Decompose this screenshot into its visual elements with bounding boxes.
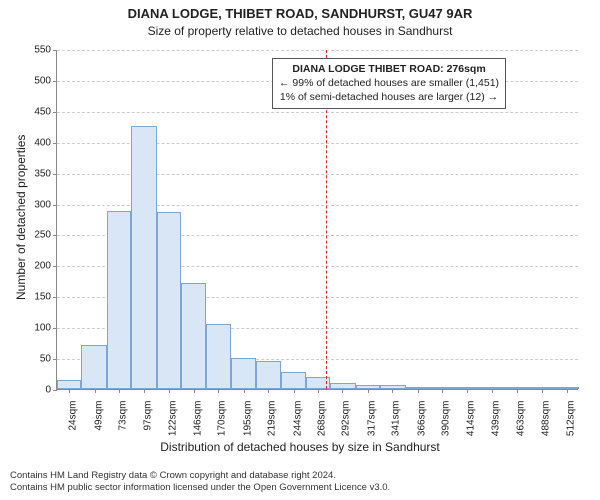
xtick-mark [368,389,369,393]
footer: Contains HM Land Registry data © Crown c… [10,470,590,494]
xtick-label: 268sqm [317,401,328,437]
footer-line1: Contains HM Land Registry data © Crown c… [10,470,590,482]
xtick-mark [144,389,145,393]
ytick-mark [53,266,57,267]
ytick-mark [53,205,57,206]
ytick-label: 250 [34,230,51,241]
ytick-mark [53,81,57,82]
histogram-bar [206,324,231,389]
xtick-mark [119,389,120,393]
ytick-mark [53,112,57,113]
ytick-mark [53,235,57,236]
xtick-label: 488sqm [541,401,552,437]
ytick-mark [53,359,57,360]
histogram-bar [181,283,205,389]
ytick-label: 300 [34,199,51,210]
ytick-mark [53,50,57,51]
grid-line [57,50,578,51]
xtick-mark [95,389,96,393]
xtick-mark [467,389,468,393]
ytick-label: 150 [34,292,51,303]
xtick-mark [392,389,393,393]
ytick-label: 450 [34,106,51,117]
chart-container: DIANA LODGE, THIBET ROAD, SANDHURST, GU4… [0,0,600,500]
xtick-mark [492,389,493,393]
xtick-mark [244,389,245,393]
xtick-mark [218,389,219,393]
xtick-mark [69,389,70,393]
xtick-mark [542,389,543,393]
xtick-label: 195sqm [242,401,253,437]
ytick-label: 350 [34,168,51,179]
ytick-mark [53,174,57,175]
annotation-line1: DIANA LODGE THIBET ROAD: 276sqm [279,62,499,76]
chart-title-main: DIANA LODGE, THIBET ROAD, SANDHURST, GU4… [0,6,600,21]
ytick-label: 550 [34,45,51,56]
ytick-label: 400 [34,137,51,148]
xtick-mark [294,389,295,393]
xtick-label: 122sqm [168,401,179,437]
ytick-mark [53,390,57,391]
histogram-bar [157,212,181,389]
xtick-label: 414sqm [465,401,476,437]
grid-line [57,112,578,113]
xtick-label: 512sqm [565,401,576,437]
xtick-mark [342,389,343,393]
annotation-box: DIANA LODGE THIBET ROAD: 276sqm ← 99% of… [272,58,506,109]
xtick-label: 146sqm [192,401,203,437]
xtick-mark [442,389,443,393]
xtick-mark [318,389,319,393]
xtick-mark [268,389,269,393]
ytick-mark [53,143,57,144]
histogram-bar [57,380,81,389]
xtick-label: 244sqm [292,401,303,437]
xtick-label: 49sqm [93,401,104,431]
ytick-label: 500 [34,75,51,86]
xtick-label: 317sqm [366,401,377,437]
ytick-label: 100 [34,323,51,334]
footer-line2: Contains HM public sector information li… [10,482,590,494]
xtick-label: 463sqm [515,401,526,437]
xtick-label: 24sqm [68,401,79,431]
xtick-label: 73sqm [118,401,129,431]
xtick-label: 170sqm [217,401,228,437]
xtick-label: 341sqm [391,401,402,437]
xtick-mark [567,389,568,393]
xtick-label: 219sqm [267,401,278,437]
annotation-line2: ← 99% of detached houses are smaller (1,… [279,76,499,90]
ytick-mark [53,328,57,329]
annotation-line3: 1% of semi-detached houses are larger (1… [279,90,499,104]
histogram-bar [256,361,281,389]
histogram-bar [107,211,131,389]
ytick-mark [53,297,57,298]
histogram-bar [231,358,255,389]
histogram-bar [81,345,106,390]
histogram-bar [281,372,305,389]
xtick-mark [194,389,195,393]
ytick-label: 200 [34,261,51,272]
xtick-label: 439sqm [491,401,502,437]
x-axis-label: Distribution of detached houses by size … [0,440,600,454]
xtick-label: 97sqm [142,401,153,431]
xtick-label: 390sqm [441,401,452,437]
xtick-mark [418,389,419,393]
xtick-label: 366sqm [416,401,427,437]
xtick-mark [517,389,518,393]
ytick-label: 50 [40,354,51,365]
plot-area: DIANA LODGE THIBET ROAD: 276sqm ← 99% of… [56,50,578,390]
ytick-label: 0 [45,385,51,396]
xtick-label: 292sqm [341,401,352,437]
xtick-mark [169,389,170,393]
chart-title-sub: Size of property relative to detached ho… [0,24,600,38]
histogram-bar [131,126,156,389]
y-axis-label: Number of detached properties [14,135,28,300]
